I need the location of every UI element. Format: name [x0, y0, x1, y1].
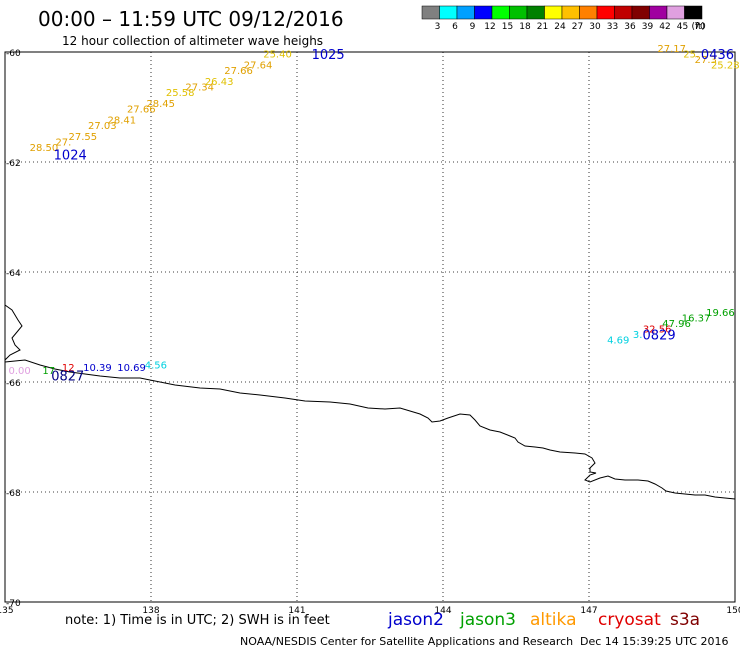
legend-swatch [596, 5, 615, 20]
legend-label: 70 [694, 22, 706, 32]
legend-swatch [614, 5, 633, 20]
legend-label: 45 [677, 22, 688, 32]
swh-value-label: 27.64 [244, 61, 273, 72]
map-title: 00:00 – 11:59 UTC 09/12/2016 [38, 7, 344, 31]
legend-swatch [666, 5, 685, 20]
legend-swatch [649, 5, 668, 20]
legend-label: 18 [519, 22, 531, 32]
swh-value-label: 25.28 [711, 61, 740, 72]
swh-value-label: 27.17 [657, 44, 686, 55]
swh-value-label: 25.40 [263, 50, 292, 61]
lon-tick-label: 144 [434, 606, 451, 616]
legend-label: 12 [484, 22, 495, 32]
lat-tick-label: -66 [6, 379, 21, 389]
legend-label: 9 [470, 22, 476, 32]
swh-value-label: 0.00 [8, 366, 30, 377]
swh-value-label: 26.43 [205, 77, 234, 88]
swh-value-label: 27.3 [695, 55, 717, 66]
swh-value-label: 4.69 [607, 336, 629, 347]
swh-value-label: 32.56 [643, 325, 672, 336]
legend-swatch [684, 5, 703, 20]
pass-time-label: 0827 [51, 370, 84, 385]
legend-label: 24 [554, 22, 566, 32]
legend-label: 33 [607, 22, 618, 32]
swh-value-label: 28.41 [107, 116, 136, 127]
swh-value-label: 10.39 [83, 363, 112, 374]
legend-label: 27 [572, 22, 583, 32]
satellite-name-jason2: jason2 [387, 610, 444, 630]
legend-swatch [509, 5, 528, 20]
lat-tick-label: -62 [6, 159, 21, 169]
map-subtitle: 12 hour collection of altimeter wave hei… [62, 34, 323, 48]
altimeter-tracks: 28.5027.27.5527.0328.4127.6628.4525.5827… [8, 44, 739, 385]
swh-value-label: 28.45 [146, 99, 175, 110]
satellite-legend: jason2 jason3 altika cryosat s3a [387, 610, 700, 630]
pass-time-label: 0436 [701, 48, 734, 63]
legend-label: 15 [502, 22, 513, 32]
swh-value-label: 19.66 [706, 308, 735, 319]
legend-swatch [474, 5, 493, 20]
footer-timestamp: Dec 14 15:39:25 UTC 2016 [580, 635, 728, 648]
footer-note: note: 1) Time is in UTC; 2) SWH is in fe… [65, 613, 330, 628]
swh-value-label: 27.66 [224, 66, 253, 77]
lat-tick-label: -70 [6, 599, 21, 609]
legend-swatch [456, 5, 475, 20]
antarctic-coastline [4, 304, 736, 500]
swh-value-label: 27.34 [185, 83, 214, 94]
lat-lon-grid [5, 52, 735, 602]
lon-tick-label: 141 [288, 606, 305, 616]
plot-frame [4, 51, 736, 603]
legend-label: 21 [537, 22, 548, 32]
satellite-name-jason3: jason3 [459, 610, 516, 630]
legend-swatch [561, 5, 580, 20]
swh-value-label: 27.55 [69, 132, 98, 143]
legend-swatch [491, 5, 510, 20]
swh-value-label: 12 [62, 363, 75, 374]
legend-swatch [439, 5, 458, 20]
pass-time-label: 1025 [312, 48, 345, 63]
footer-credit: NOAA/NESDIS Center for Satellite Applica… [240, 635, 573, 648]
swh-value-label: 17 [42, 366, 55, 377]
pass-time-label: 1024 [54, 148, 87, 163]
lon-tick-label: 150 [726, 606, 740, 616]
legend-swatch [544, 5, 563, 20]
lat-tick-label: -68 [6, 489, 21, 499]
lat-tick-label: -64 [6, 269, 21, 279]
swh-value-label: 25. [683, 50, 699, 61]
swh-value-label: 4.56 [145, 360, 167, 371]
legend-label: 30 [589, 22, 601, 32]
legend-label: 36 [624, 22, 636, 32]
lon-tick-label: 147 [580, 606, 597, 616]
legend-swatch [526, 5, 545, 20]
swh-value-label: 3. [633, 330, 643, 341]
swh-value-label: 28.50 [30, 143, 59, 154]
lon-tick-label: 135 [0, 606, 14, 616]
legend-label: 42 [659, 22, 670, 32]
legend-unit: (ft) [691, 22, 705, 32]
lat-tick-label: -60 [6, 49, 21, 59]
legend-label: 6 [452, 22, 458, 32]
satellite-name-cryosat: cryosat [598, 610, 661, 630]
color-scale-legend: 3 6 9 12 15 18 21 24 27 30 33 36 39 42 45 70(ft) [421, 5, 706, 32]
satellite-name-s3a: s3a [670, 610, 700, 630]
swh-value-label: 25.58 [166, 88, 195, 99]
swh-value-label: 27.66 [127, 105, 156, 116]
legend-swatch [421, 5, 440, 20]
swh-value-label: 27.03 [88, 121, 117, 132]
swh-value-label: 47.96 [662, 319, 691, 330]
legend-swatch [579, 5, 598, 20]
legend-label: 3 [435, 22, 441, 32]
lon-tick-label: 138 [142, 606, 159, 616]
legend-label: 39 [642, 22, 654, 32]
axis-labels: 135 138 141 144 147 150 -60 -62 -64 -66 -68 -70 [0, 49, 740, 616]
satellite-name-altika: altika [530, 610, 577, 630]
swh-value-label: 27. [55, 138, 71, 149]
swh-value-label: 10.69 [117, 363, 146, 374]
swh-value-label: 16.37 [682, 314, 711, 325]
legend-swatch [631, 5, 650, 20]
pass-time-label: 0829 [643, 328, 676, 343]
